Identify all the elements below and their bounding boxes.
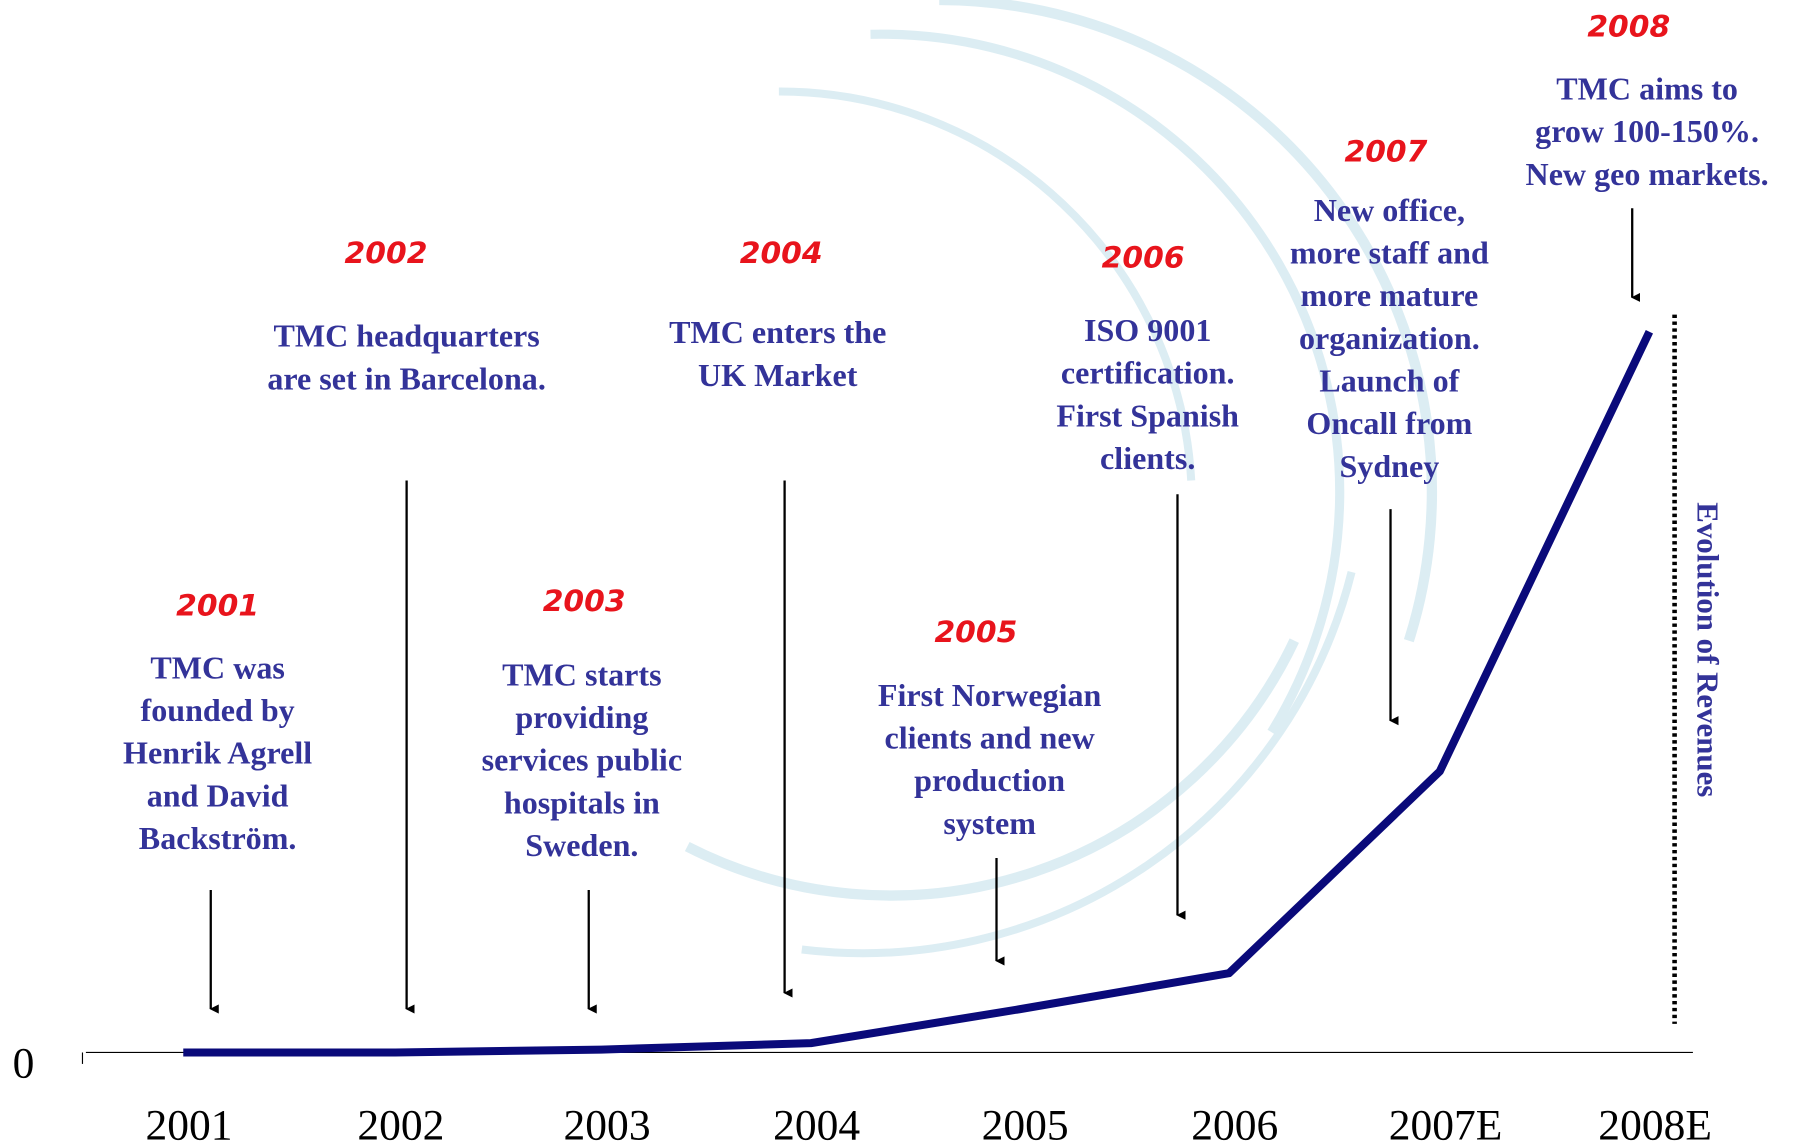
milestone-text: UK Market [698,357,858,393]
milestone-text: Sweden. [525,827,638,863]
x-tick-label: 2006 [1191,1101,1278,1144]
milestone-year: 2007 [1345,134,1428,169]
milestone-text: certification. [1061,355,1235,391]
x-tick-label: 2007E [1389,1101,1503,1144]
milestone-text: Sydney [1339,448,1439,484]
milestone-text: ISO 9001 [1084,312,1211,348]
milestone-text: clients and new [885,720,1095,756]
milestone-text: system [943,805,1036,841]
milestone-text: hospitals in [504,784,660,820]
milestone-text: TMC headquarters [273,318,539,354]
milestone-text: TMC enters the [669,314,886,350]
milestone-text: First Spanish [1056,397,1239,433]
milestone-year: 2002 [345,236,428,271]
x-tick-label: 2005 [982,1101,1069,1144]
milestone-text: founded by [141,692,295,728]
x-tick-label: 2003 [564,1101,651,1144]
milestone-text: grow 100-150%. [1535,113,1759,149]
milestone-year: 2008 [1587,10,1670,45]
milestone-text: clients. [1100,440,1195,476]
y-tick-label: 0 [13,1040,35,1088]
milestone-text: First Norwegian [878,677,1102,713]
milestone-text: organization. [1299,320,1480,356]
milestone-text: production [914,762,1065,798]
milestone-text: more mature [1300,277,1478,313]
background-arcs [687,0,1432,953]
chart: Evolution of Revenues 0 2001 2002 2003 2004 2… [0,0,1796,1144]
milestone-year: 2003 [543,584,626,619]
side-label: Evolution of Revenues [1690,502,1725,797]
x-tick-label: 2002 [357,1101,444,1144]
milestone-year: 2001 [176,588,259,623]
milestone-text: Henrik Agrell [123,735,312,771]
milestone-text: Oncall from [1306,405,1472,441]
milestone-text: providing [515,699,648,735]
milestone-text: Launch of [1319,362,1459,398]
milestone-text: New office, [1314,192,1465,228]
milestone-year: 2004 [740,236,823,271]
milestone-text: and David [147,777,289,813]
milestone-text: are set in Barcelona. [267,360,545,396]
milestone-text: services public [482,742,682,778]
milestone-text: TMC aims to [1556,71,1738,107]
x-tick-label: 2008E [1598,1101,1712,1144]
milestone-text: TMC was [150,649,285,685]
x-tick-label: 2001 [145,1101,232,1144]
x-tick-label: 2004 [773,1101,860,1144]
milestone-text: more staff and [1290,234,1489,270]
milestone-text: Backström. [139,820,297,856]
milestone-text: TMC starts [502,656,661,692]
milestone-text: New geo markets. [1526,156,1769,192]
milestone-year: 2005 [934,615,1017,650]
milestone-year: 2006 [1102,241,1185,276]
